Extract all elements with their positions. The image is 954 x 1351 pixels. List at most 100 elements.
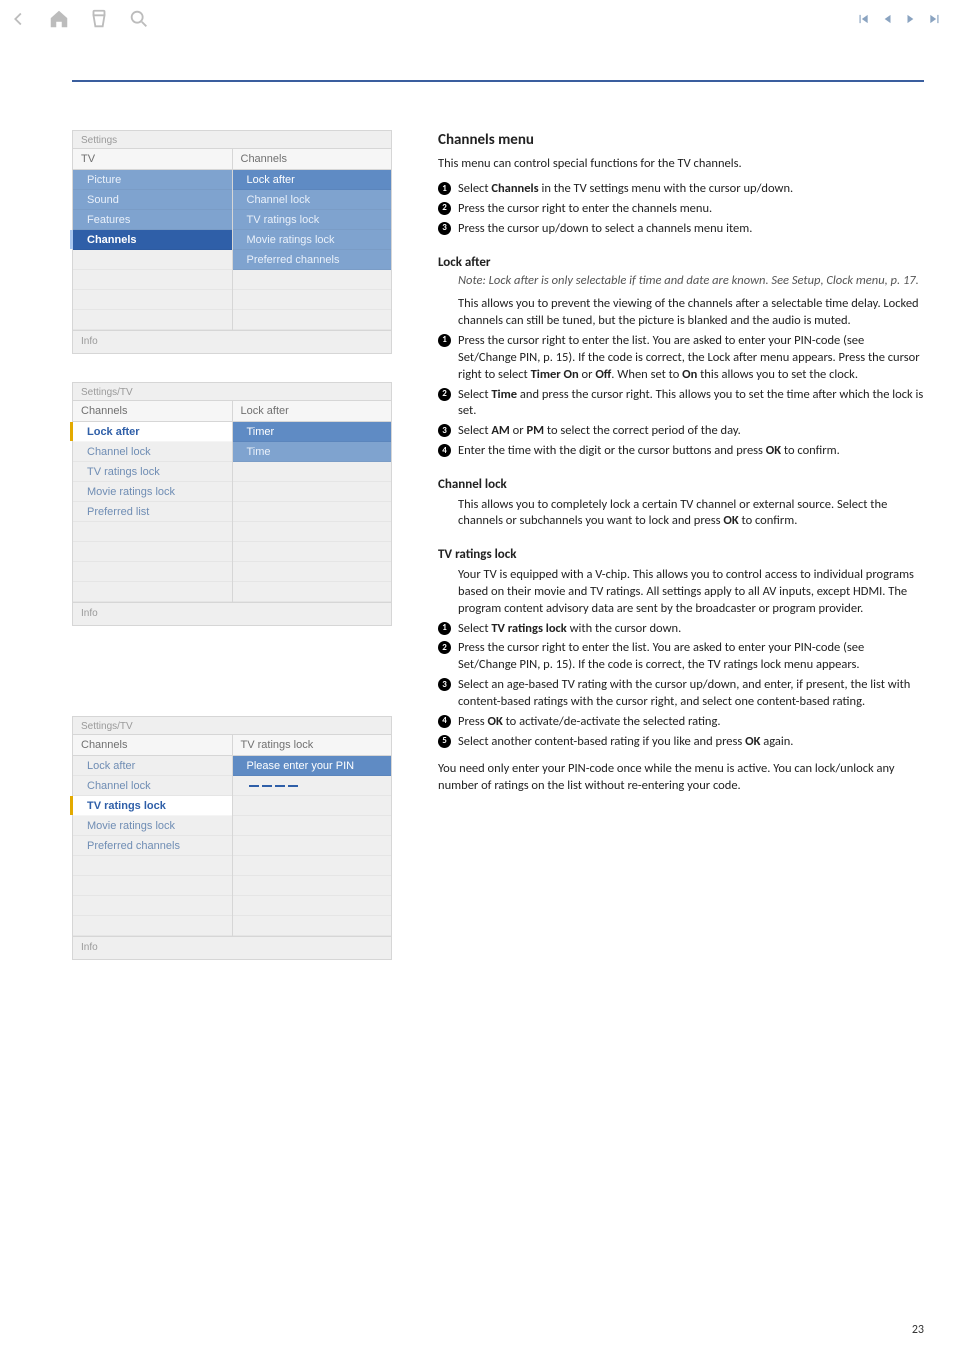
breadcrumb: Settings — [73, 131, 391, 148]
submenu-row-empty — [233, 482, 392, 502]
menu-item[interactable]: TV ratings lock — [73, 796, 232, 816]
step-bullet-icon: 3 — [438, 424, 451, 437]
step-bullet-icon: 1 — [438, 334, 451, 347]
step: 2Press the cursor right to enter the lis… — [438, 640, 924, 674]
menu-row-empty — [73, 310, 232, 330]
header-rule — [72, 80, 924, 82]
back-icon[interactable] — [8, 8, 30, 35]
panel3-right-header: TV ratings lock — [233, 735, 392, 756]
next-page-icon[interactable] — [904, 12, 918, 31]
panel2-right-header: Lock after — [233, 401, 392, 422]
menu-item[interactable]: Sound — [73, 190, 232, 210]
submenu-row-empty — [233, 562, 392, 582]
breadcrumb: Settings/TV — [73, 383, 391, 400]
menu-item[interactable]: Preferred list — [73, 502, 232, 522]
submenu-row-empty — [233, 582, 392, 602]
menu-item[interactable]: Lock after — [73, 422, 232, 442]
panel1-right-header: Channels — [233, 149, 392, 170]
step: 3Select AM or PM to select the correct p… — [438, 423, 924, 440]
submenu-item[interactable]: Lock after — [233, 170, 392, 190]
submenu-item[interactable]: Channel lock — [233, 190, 392, 210]
menu-row-empty — [73, 542, 232, 562]
section-heading: Channel lock — [438, 476, 924, 494]
toolbar — [8, 8, 150, 35]
submenu-item[interactable]: Time — [233, 442, 392, 462]
submenu-item[interactable]: Timer — [233, 422, 392, 442]
step: 3Select an age-based TV rating with the … — [438, 677, 924, 711]
paragraph: You need only enter your PIN-code once w… — [438, 761, 924, 795]
menu-item[interactable]: Picture — [73, 170, 232, 190]
note-text: Note: Lock after is only selectable if t… — [458, 273, 924, 290]
prev-page-icon[interactable] — [880, 12, 894, 31]
menu-row-empty — [73, 916, 232, 936]
menu-item[interactable]: TV ratings lock — [73, 462, 232, 482]
paragraph: This allows you to completely lock a cer… — [458, 497, 924, 531]
submenu-item[interactable]: Preferred channels — [233, 250, 392, 270]
submenu-row-empty — [233, 836, 392, 856]
page-number: 23 — [912, 1323, 924, 1337]
submenu-row-empty — [233, 876, 392, 896]
home-icon[interactable] — [48, 8, 70, 35]
page-body: Settings TV PictureSoundFeaturesChannels… — [72, 130, 924, 1321]
menu-item[interactable]: Movie ratings lock — [73, 816, 232, 836]
step-bullet-icon: 3 — [438, 222, 451, 235]
submenu-row-empty — [233, 896, 392, 916]
submenu-row-empty — [233, 542, 392, 562]
menu-item[interactable]: Channels — [73, 230, 232, 250]
submenu-row-empty — [233, 502, 392, 522]
step-bullet-icon: 3 — [438, 678, 451, 691]
menu-row-empty — [73, 896, 232, 916]
section-heading: TV ratings lock — [438, 546, 924, 564]
menu-item[interactable]: Preferred channels — [73, 836, 232, 856]
submenu-item[interactable]: Movie ratings lock — [233, 230, 392, 250]
submenu-row-empty — [233, 916, 392, 936]
intro-step: 2Press the cursor right to enter the cha… — [438, 201, 924, 218]
menu-item[interactable]: Channel lock — [73, 776, 232, 796]
section-heading: Lock after — [438, 254, 924, 272]
step-bullet-icon: 5 — [438, 735, 451, 748]
step-bullet-icon: 2 — [438, 641, 451, 654]
step: 4Press OK to activate/de-activate the se… — [438, 714, 924, 731]
panel2-left-header: Channels — [73, 401, 232, 422]
submenu-row-empty — [233, 290, 392, 310]
intro-step: 3Press the cursor up/down to select a ch… — [438, 221, 924, 238]
menu-row-empty — [73, 856, 232, 876]
menu-item[interactable]: Channel lock — [73, 442, 232, 462]
search-icon[interactable] — [128, 8, 150, 35]
step: 2Select Time and press the cursor right.… — [438, 387, 924, 421]
menu-row-empty — [73, 270, 232, 290]
submenu-row-empty — [233, 522, 392, 542]
last-page-icon[interactable] — [928, 12, 942, 31]
submenu-row-empty — [233, 310, 392, 330]
right-column: Channels menu This menu can control spec… — [438, 130, 924, 1321]
step-bullet-icon: 2 — [438, 388, 451, 401]
pin-entry[interactable] — [233, 776, 392, 796]
menu-item[interactable]: Features — [73, 210, 232, 230]
settings-panel-1: Settings TV PictureSoundFeaturesChannels… — [72, 130, 392, 354]
intro-step: 1Select Channels in the TV settings menu… — [438, 181, 924, 198]
submenu-row-empty — [233, 816, 392, 836]
menu-row-empty — [73, 876, 232, 896]
panel3-left-header: Channels — [73, 735, 232, 756]
step: 5Select another content-based rating if … — [438, 734, 924, 751]
menu-item[interactable]: Lock after — [73, 756, 232, 776]
submenu-row-empty — [233, 856, 392, 876]
page-title: Channels menu — [438, 130, 924, 150]
first-page-icon[interactable] — [856, 12, 870, 31]
menu-row-empty — [73, 290, 232, 310]
panel-info: Info — [73, 602, 391, 625]
step: 4Enter the time with the digit or the cu… — [438, 443, 924, 460]
panel1-left-header: TV — [73, 149, 232, 170]
step: 1Press the cursor right to enter the lis… — [438, 333, 924, 384]
step-bullet-icon: 2 — [438, 202, 451, 215]
submenu-item[interactable]: Please enter your PIN — [233, 756, 392, 776]
breadcrumb: Settings/TV — [73, 717, 391, 734]
step-bullet-icon: 4 — [438, 444, 451, 457]
panel-info: Info — [73, 330, 391, 353]
panel-info: Info — [73, 936, 391, 959]
paragraph: This allows you to prevent the viewing o… — [458, 296, 924, 330]
bookmark-icon[interactable] — [88, 8, 110, 35]
menu-row-empty — [73, 582, 232, 602]
menu-item[interactable]: Movie ratings lock — [73, 482, 232, 502]
submenu-item[interactable]: TV ratings lock — [233, 210, 392, 230]
